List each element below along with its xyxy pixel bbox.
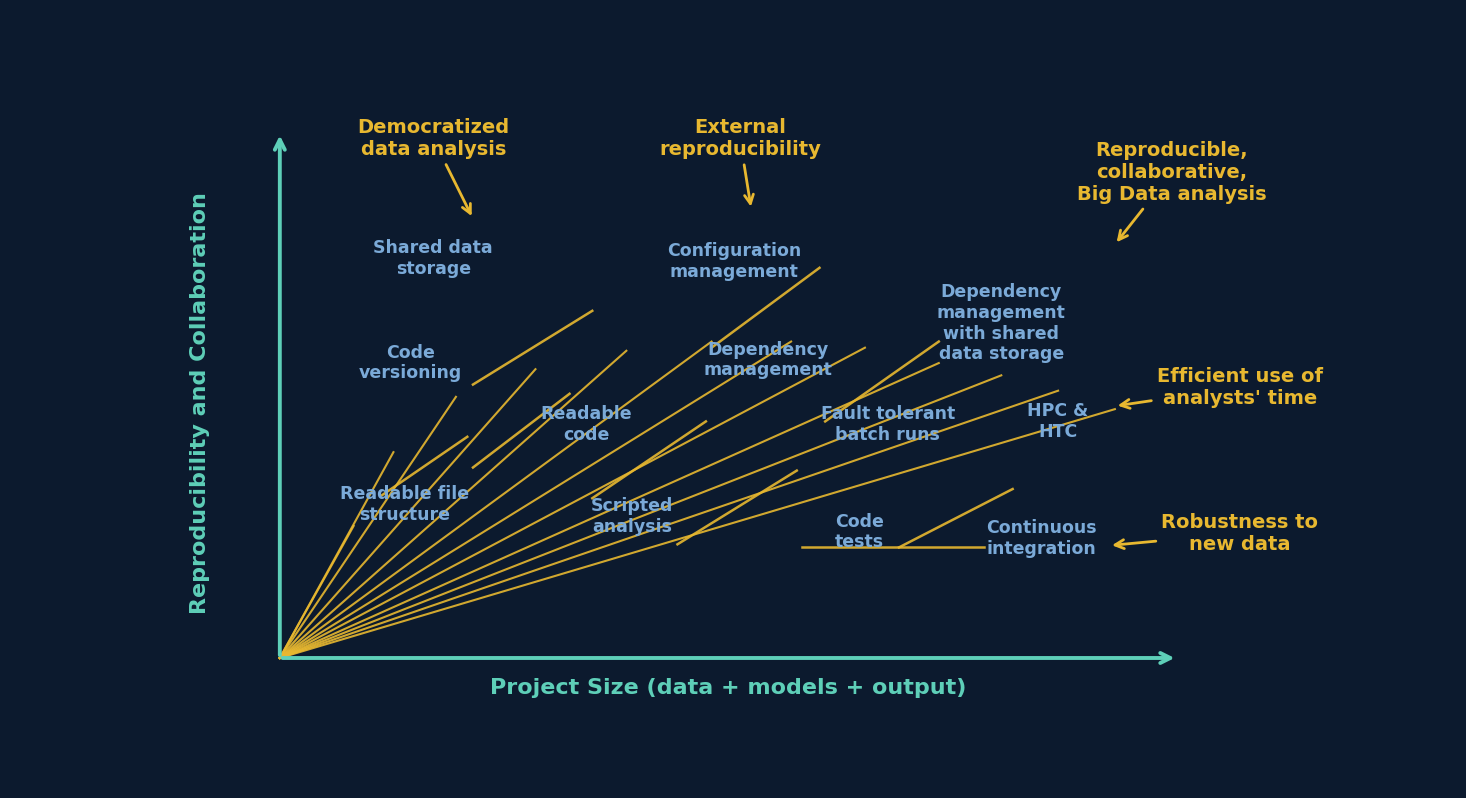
Text: Shared data
storage: Shared data storage	[374, 239, 493, 278]
Text: Scripted
analysis: Scripted analysis	[591, 497, 673, 536]
Text: Democratized
data analysis: Democratized data analysis	[358, 118, 509, 213]
Text: Continuous
integration: Continuous integration	[985, 519, 1097, 558]
Text: Robustness to
new data: Robustness to new data	[1116, 513, 1318, 554]
Text: Readable file
structure: Readable file structure	[340, 485, 469, 523]
Text: Configuration
management: Configuration management	[667, 243, 802, 281]
Text: Dependency
management: Dependency management	[704, 341, 833, 379]
Text: Fault tolerant
batch runs: Fault tolerant batch runs	[821, 405, 954, 444]
Text: Project Size (data + models + output): Project Size (data + models + output)	[491, 678, 966, 698]
Text: Reproducible,
collaborative,
Big Data analysis: Reproducible, collaborative, Big Data an…	[1078, 141, 1267, 240]
Text: External
reproducibility: External reproducibility	[660, 118, 821, 203]
Text: Readable
code: Readable code	[541, 405, 632, 444]
Text: Dependency
management
with shared
data storage: Dependency management with shared data s…	[937, 283, 1066, 363]
Text: Efficient use of
analysts' time: Efficient use of analysts' time	[1120, 367, 1322, 409]
Text: Reproducibility and Collaboration: Reproducibility and Collaboration	[191, 192, 210, 614]
Text: Code
tests: Code tests	[834, 512, 884, 551]
Text: HPC &
HTC: HPC & HTC	[1028, 402, 1089, 440]
Text: Code
versioning: Code versioning	[359, 344, 462, 382]
